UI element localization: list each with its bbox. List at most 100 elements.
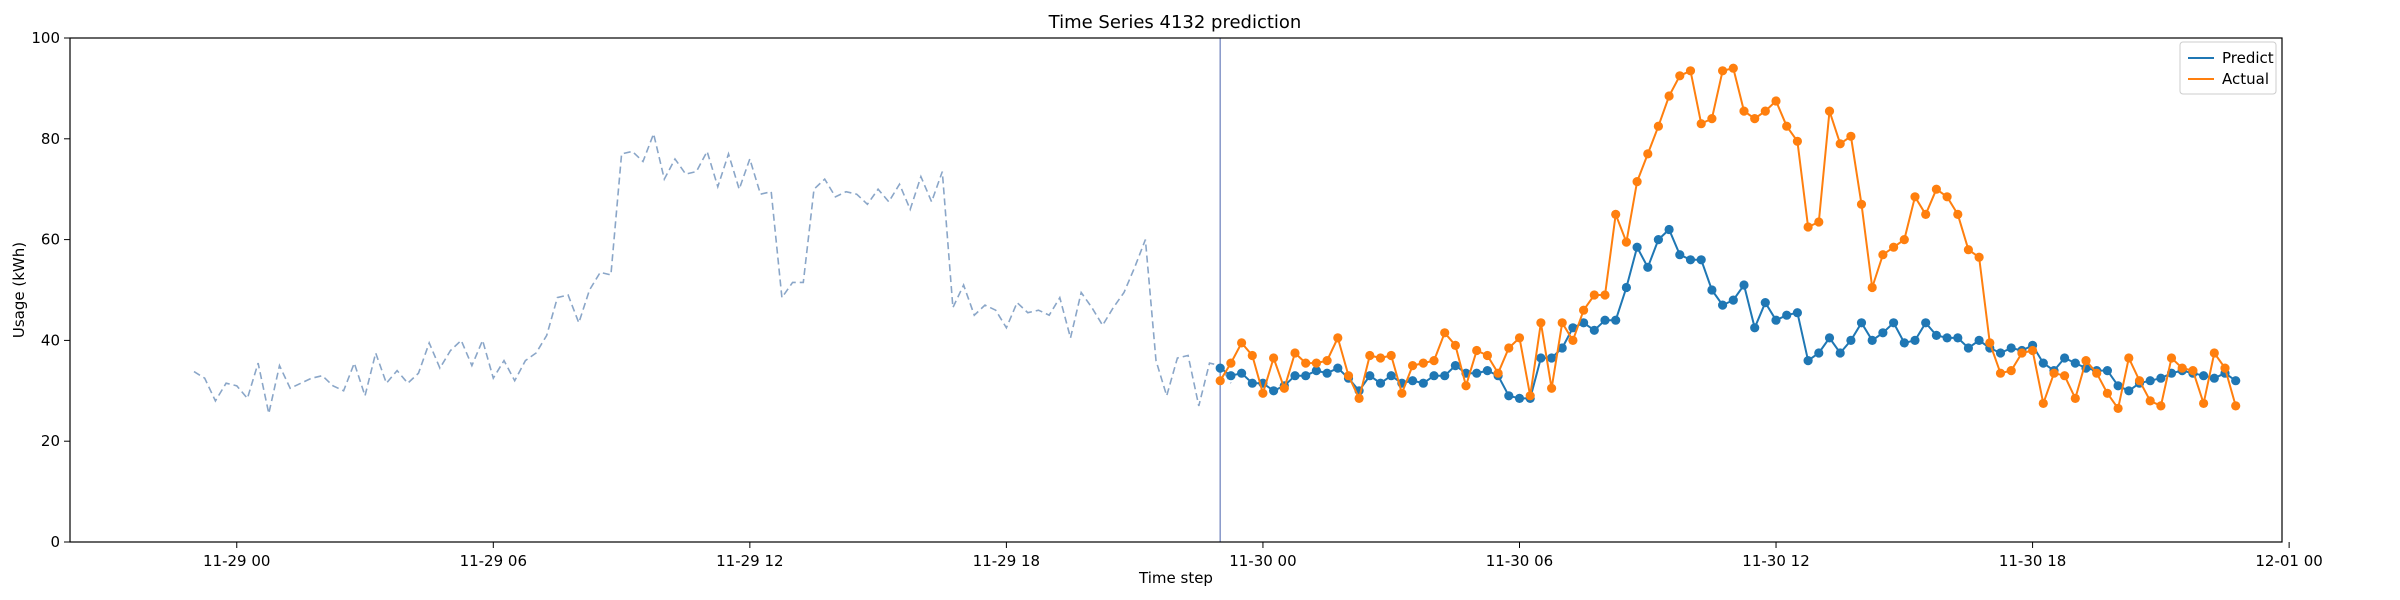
actual-data-point xyxy=(2028,345,2038,356)
actual-data-point xyxy=(1536,318,1546,328)
actual-data-point xyxy=(1718,66,1728,76)
predict-data-point xyxy=(1247,378,1257,388)
actual-data-point xyxy=(1269,353,1279,363)
predict-data-point xyxy=(1643,262,1653,272)
actual-data-point xyxy=(1557,318,1567,328)
actual-data-point xyxy=(2145,396,2155,406)
x-tick-label: 11-30 18 xyxy=(1999,552,2066,570)
predict-data-point xyxy=(2006,343,2016,353)
actual-data-point xyxy=(1600,290,1610,300)
predict-data-point xyxy=(1632,242,1642,252)
predict-data-point xyxy=(2102,366,2112,376)
predict-data-point xyxy=(2060,353,2070,363)
actual-data-point xyxy=(1258,388,1268,398)
actual-data-point xyxy=(2092,368,2102,378)
actual-data-point xyxy=(1568,335,1578,345)
actual-data-point xyxy=(1472,345,1482,356)
actual-data-point xyxy=(1504,343,1514,353)
actual-data-point xyxy=(1899,235,1909,245)
predict-data-point xyxy=(1899,338,1909,348)
actual-data-point xyxy=(1514,333,1525,343)
predict-data-point xyxy=(1846,335,1856,345)
actual-data-point xyxy=(1974,252,1984,262)
actual-data-point xyxy=(2124,353,2134,363)
actual-data-point xyxy=(1461,381,1471,391)
predict-data-point xyxy=(1301,371,1311,381)
actual-data-point xyxy=(1910,192,1920,202)
history-line xyxy=(193,131,1232,414)
predict-data-point xyxy=(1728,295,1738,305)
predict-data-point xyxy=(1408,376,1418,386)
x-tick-label: 11-30 12 xyxy=(1742,552,1809,570)
predict-data-point xyxy=(1589,325,1599,335)
predict-data-point xyxy=(2038,358,2048,368)
actual-data-point xyxy=(2209,348,2219,358)
actual-data-point xyxy=(1290,348,1300,358)
predict-data-point xyxy=(1685,255,1696,265)
predict-data-point xyxy=(1931,330,1941,340)
actual-data-point xyxy=(2166,353,2177,363)
predict-data-point xyxy=(1365,371,1375,381)
actual-data-point xyxy=(1611,209,1621,219)
actual-data-point xyxy=(1728,63,1738,73)
x-axis-title: Time step xyxy=(1138,569,1213,587)
predict-data-point xyxy=(1856,318,1867,328)
predict-data-point xyxy=(1814,348,1824,358)
predict-data-point xyxy=(2070,358,2080,368)
predict-data-point xyxy=(1290,371,1300,381)
actual-data-point xyxy=(1440,328,1450,338)
actual-data-point xyxy=(1953,209,1963,219)
actual-data-point xyxy=(1707,114,1717,124)
actual-data-point xyxy=(1675,71,1685,81)
actual-data-point xyxy=(1547,383,1557,393)
actual-data-point xyxy=(1760,106,1770,116)
predict-data-point xyxy=(1386,371,1396,381)
predict-data-point xyxy=(1867,335,1877,345)
plot-area xyxy=(193,38,2241,542)
actual-data-point xyxy=(1482,350,1492,361)
actual-data-point xyxy=(1311,358,1321,368)
legend: Predict Actual xyxy=(2179,41,2277,95)
predict-data-point xyxy=(2231,376,2241,386)
actual-data-point xyxy=(1995,368,2006,378)
actual-data-point xyxy=(2220,363,2230,373)
x-tick-label: 11-29 00 xyxy=(203,552,270,570)
actual-data-point xyxy=(1579,305,1589,315)
actual-data-point xyxy=(1931,184,1941,194)
predict-data-point xyxy=(1269,386,1279,396)
predict-data-point xyxy=(1322,368,1332,378)
predict-data-point xyxy=(1418,378,1428,388)
y-tick-label: 100 xyxy=(31,29,60,47)
actual-data-point xyxy=(1247,350,1257,361)
predict-data-point xyxy=(1514,393,1525,403)
actual-data-point xyxy=(2156,401,2166,411)
y-axis: 0 20 40 60 80 100 xyxy=(31,29,70,551)
predict-data-point xyxy=(1237,368,1247,378)
y-tick-label: 80 xyxy=(41,130,60,148)
predict-data-point xyxy=(1963,343,1973,353)
actual-data-point xyxy=(1429,356,1439,366)
actual-data-point xyxy=(2049,368,2059,378)
predict-data-point xyxy=(2156,373,2166,383)
actual-data-point xyxy=(2060,371,2070,381)
actual-data-point xyxy=(1450,340,1460,350)
actual-data-point xyxy=(1889,242,1899,252)
actual-data-point xyxy=(2231,401,2241,411)
actual-data-point xyxy=(2188,366,2198,376)
predict-data-point xyxy=(2199,371,2209,381)
predict-data-point xyxy=(1226,371,1236,381)
actual-data-point xyxy=(2006,366,2016,376)
actual-data-point xyxy=(1771,96,1781,106)
predict-data-point xyxy=(1889,318,1899,328)
predict-data-point xyxy=(1600,315,1610,325)
actual-data-point xyxy=(1621,237,1631,247)
actual-data-point xyxy=(1632,177,1642,187)
actual-data-point xyxy=(1643,149,1653,159)
actual-data-point xyxy=(2017,348,2027,358)
actual-data-point xyxy=(1279,383,1289,393)
x-tick-label: 12-01 00 xyxy=(2255,552,2322,570)
predict-data-point xyxy=(1675,250,1685,260)
actual-data-point xyxy=(1525,391,1535,401)
